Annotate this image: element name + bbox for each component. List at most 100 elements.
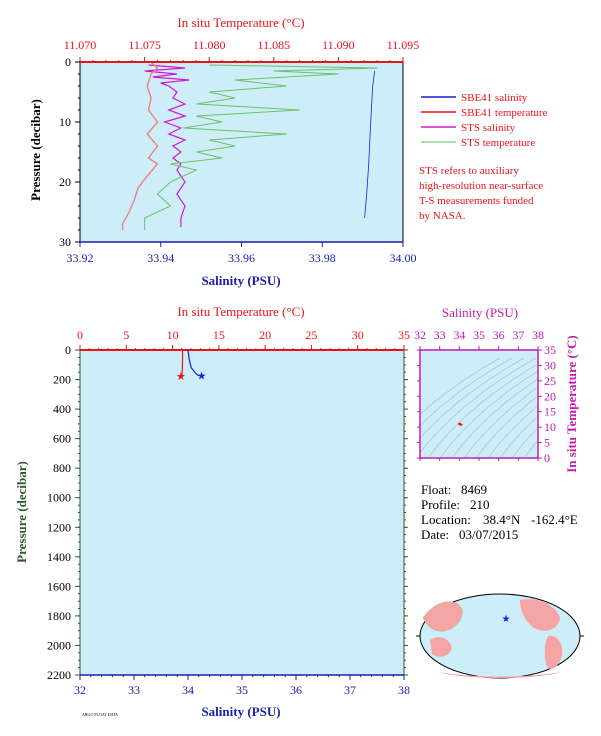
- top-pressure-tick-label: 30: [59, 235, 71, 249]
- bottom-temp-tick-label: 35: [398, 328, 410, 342]
- map-land-antarctica: [440, 672, 560, 678]
- bottom-pressure-tick-label: 2000: [47, 638, 71, 652]
- top-temp-tick-label: 11.070: [64, 38, 97, 52]
- bottom-sal-tick-label: 38: [398, 683, 410, 697]
- ts-density-contour: [475, 395, 538, 458]
- bottom-series-salinity: [187, 349, 200, 377]
- top-pressure-axis-label: Pressure (decibar): [28, 99, 43, 201]
- bottom-pressure-tick-label: 2200: [47, 668, 71, 682]
- profile-value: 210: [470, 497, 490, 512]
- top-pressure-tick-label: 10: [59, 115, 71, 129]
- top-temp-axis-label: In situ Temperature (°C): [177, 15, 304, 30]
- sts-note-line-3: T-S measurements funded: [419, 195, 534, 207]
- top-temp-tick-label: 11.095: [387, 38, 420, 52]
- bottom-sal-tick-label: 35: [236, 683, 248, 697]
- float-label: Float:: [421, 482, 451, 497]
- top-pressure-tick-label: 0: [65, 55, 71, 69]
- ts-sal-tick-label: 33: [434, 328, 446, 342]
- ts-sal-tick-label: 36: [493, 328, 505, 342]
- ts-temp-tick-label: 10: [544, 420, 556, 434]
- top-panel: 11.070 11.075 11.080 11.085 11.090 11.095 33.9…: [28, 15, 419, 288]
- legend-label-sts-temperature: STS temperature: [461, 137, 535, 149]
- bottom-plot-area: [79, 349, 405, 676]
- bottom-pressure-tick-label: 1400: [47, 550, 71, 564]
- bottom-sal-tick-label: 36: [290, 683, 302, 697]
- bottom-pressure-tick-label: 1600: [47, 579, 71, 593]
- top-temp-tick-label: 11.080: [193, 38, 226, 52]
- ts-density-contour: [420, 357, 501, 415]
- bottom-sal-tick-label: 34: [182, 683, 194, 697]
- top-sal-tick-label: 34.00: [390, 251, 417, 265]
- sts-note-line-1: STS refers to auxiliary: [419, 165, 519, 177]
- top-sal-tick-label: 33.98: [309, 251, 336, 265]
- bottom-panel: 0 5 10 15 20 25 30 35 32 33 34 35 36 37 38 0 200 400 600 80…: [14, 304, 410, 719]
- map-land-asia: [422, 601, 463, 632]
- ts-sal-tick-label: 32: [414, 328, 426, 342]
- sts-note-line-4: by NASA.: [419, 210, 466, 222]
- ts-density-contour: [420, 357, 525, 439]
- float-info: Float: 8469 Profile: 210 Location: 38.4°…: [421, 482, 578, 542]
- ts-sal-tick-label: 35: [473, 328, 485, 342]
- sts-note-line-2: high-resolution near-surface: [419, 180, 543, 192]
- ts-density-contours: [420, 357, 538, 458]
- bottom-pressure-tick-label: 600: [53, 432, 71, 446]
- top-sal-tick-label: 33.92: [67, 251, 94, 265]
- bottom-sal-axis-label: Salinity (PSU): [201, 704, 280, 719]
- top-ticks: 11.070 11.075 11.080 11.085 11.090 11.095 33.9…: [59, 38, 419, 265]
- bottom-marker-temperature: ★: [176, 371, 186, 383]
- map-land-south-america: [544, 635, 563, 670]
- ts-sal-axis-label: Salinity (PSU): [442, 305, 518, 320]
- top-sal-tick-label: 33.94: [147, 251, 174, 265]
- series-sbe41-salinity: [364, 70, 376, 219]
- series-sbe41-temperature: [121, 61, 159, 230]
- legend-label-sbe41-salinity: SBE41 salinity: [461, 92, 528, 104]
- bottom-ticks: 0 5 10 15 20 25 30 35 32 33 34 35 36 37 38 0 200 400 600 80…: [47, 328, 410, 697]
- ts-sal-tick-label: 34: [453, 328, 465, 342]
- bottom-temp-tick-label: 0: [77, 328, 83, 342]
- series-sts-salinity: [144, 64, 190, 227]
- ts-density-contour: [427, 363, 538, 458]
- legend: SBE41 salinity SBE41 temperature STS sal…: [419, 92, 548, 222]
- ts-temp-tick-label: 15: [544, 405, 556, 419]
- top-sal-tick-label: 33.96: [228, 251, 255, 265]
- bottom-temp-tick-label: 25: [305, 328, 317, 342]
- bottom-pressure-tick-label: 1200: [47, 520, 71, 534]
- bottom-sal-tick-label: 32: [74, 683, 86, 697]
- bottom-sal-tick-label: 37: [344, 683, 356, 697]
- bottom-series-temperature: [181, 349, 184, 376]
- ts-sal-tick-label: 38: [532, 328, 544, 342]
- location-lon: -162.4°E: [531, 512, 578, 527]
- ts-plot-area: [419, 349, 539, 459]
- ts-temp-tick-label: 5: [544, 436, 550, 450]
- float-location-marker: ★: [502, 614, 511, 625]
- bottom-pressure-tick-label: 0: [65, 343, 71, 357]
- bottom-pressure-tick-label: 800: [53, 461, 71, 475]
- ts-temp-tick-label: 35: [544, 343, 556, 357]
- credit-tiny-text: ARGO FLOAT DATA: [82, 712, 118, 717]
- ts-density-contour: [463, 386, 538, 458]
- bottom-pressure-tick-label: 200: [53, 373, 71, 387]
- bottom-pressure-tick-label: 400: [53, 402, 71, 416]
- ts-density-contour: [439, 370, 538, 458]
- bottom-pressure-tick-label: 1800: [47, 609, 71, 623]
- bottom-pressure-tick-label: 1000: [47, 491, 71, 505]
- bottom-sal-tick-label: 33: [128, 683, 140, 697]
- world-map: ★: [416, 593, 584, 679]
- top-temp-tick-label: 11.090: [322, 38, 355, 52]
- top-series: [121, 61, 378, 230]
- ts-density-contour: [523, 440, 538, 458]
- bottom-temp-tick-label: 10: [167, 328, 179, 342]
- legend-label-sbe41-temperature: SBE41 temperature: [461, 107, 548, 119]
- profile-label: Profile:: [421, 497, 460, 512]
- bottom-temp-tick-label: 30: [352, 328, 364, 342]
- location-label: Location:: [421, 512, 471, 527]
- bottom-series: ★★: [176, 349, 207, 383]
- top-temp-tick-label: 11.085: [258, 38, 291, 52]
- ts-temp-axis-label: In situ Temperature (°C): [564, 335, 579, 473]
- ts-temp-tick-label: 20: [544, 389, 556, 403]
- map-land-australia: [430, 637, 452, 657]
- ts-density-contour: [499, 415, 538, 458]
- legend-label-sts-salinity: STS salinity: [461, 122, 516, 134]
